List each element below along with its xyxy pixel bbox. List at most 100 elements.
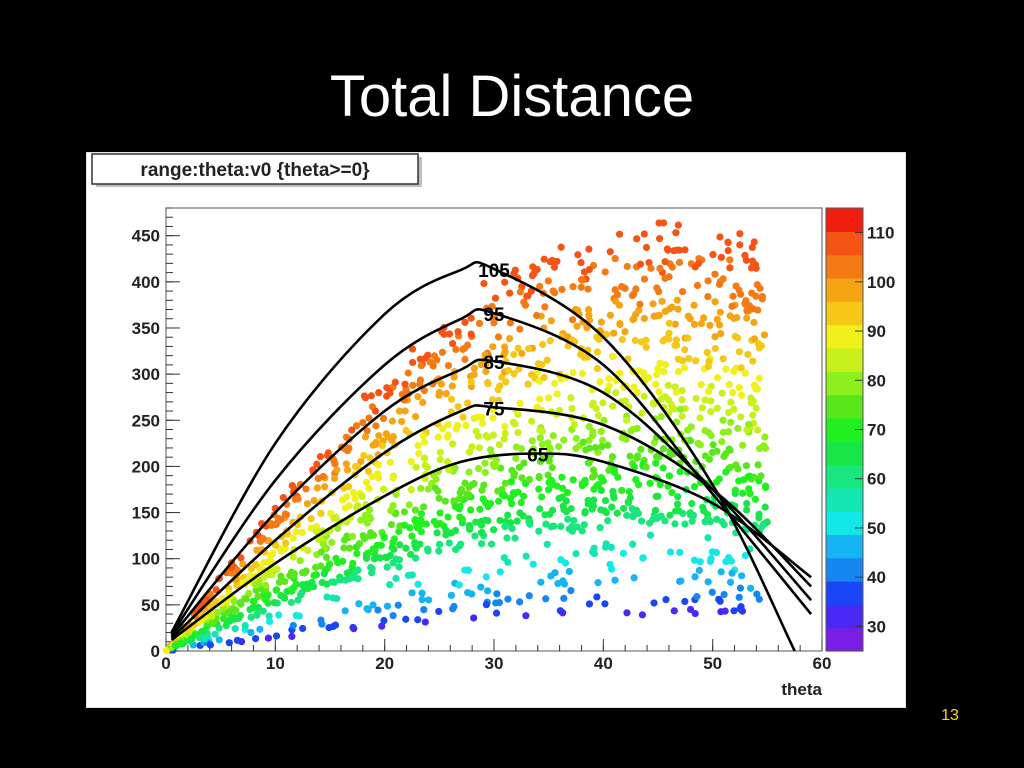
data-point — [482, 601, 491, 609]
data-point — [435, 494, 443, 502]
data-point — [374, 461, 382, 469]
data-point — [414, 580, 422, 588]
data-point — [334, 559, 342, 567]
data-point — [573, 523, 581, 531]
data-point — [330, 474, 339, 483]
data-point — [690, 320, 699, 328]
data-point — [615, 230, 624, 238]
color-bar-segment — [826, 487, 863, 512]
data-point — [697, 320, 706, 328]
data-point — [404, 369, 412, 377]
data-point — [455, 581, 463, 589]
data-point — [465, 491, 473, 499]
data-point — [724, 428, 733, 436]
data-point — [488, 302, 496, 311]
data-point — [654, 364, 662, 373]
data-point — [649, 300, 657, 308]
data-point — [317, 562, 325, 570]
data-point — [605, 466, 613, 475]
data-point — [755, 514, 763, 522]
data-point — [423, 545, 432, 553]
data-point — [650, 400, 658, 408]
data-point — [630, 463, 639, 471]
data-point — [500, 492, 509, 500]
data-point — [484, 380, 492, 388]
data-point — [379, 485, 388, 493]
data-point — [359, 532, 367, 540]
y-tick-label: 50 — [141, 596, 160, 615]
data-point — [750, 238, 758, 246]
data-point — [451, 545, 460, 554]
data-point — [201, 635, 209, 643]
data-point — [757, 342, 766, 350]
data-point — [343, 518, 351, 526]
data-point — [753, 426, 762, 434]
data-point — [341, 607, 349, 615]
data-point — [328, 578, 336, 586]
data-point — [361, 433, 370, 441]
data-point — [247, 613, 255, 621]
data-point — [755, 444, 764, 453]
data-point — [484, 502, 493, 510]
data-point — [707, 397, 715, 405]
data-point — [521, 301, 530, 309]
data-point — [206, 641, 214, 649]
data-point — [701, 452, 709, 460]
data-point — [715, 475, 723, 483]
data-point — [653, 371, 661, 379]
data-point — [489, 414, 497, 422]
data-point — [593, 333, 601, 341]
data-point — [736, 605, 744, 613]
data-point — [303, 500, 312, 508]
data-point — [616, 369, 624, 377]
data-point — [736, 241, 744, 249]
data-point — [310, 571, 318, 580]
data-point — [273, 565, 281, 573]
data-point — [408, 571, 416, 579]
data-point — [478, 419, 487, 428]
data-point — [262, 581, 270, 590]
data-point — [444, 513, 452, 521]
data-point — [467, 330, 475, 338]
data-point — [475, 319, 484, 328]
data-point — [718, 438, 726, 446]
data-point — [608, 565, 616, 573]
data-point — [381, 553, 390, 561]
data-point — [253, 609, 261, 617]
data-point — [231, 625, 239, 633]
data-point — [476, 505, 484, 513]
color-bar-tick-label: 110 — [867, 224, 894, 243]
data-point — [579, 438, 587, 446]
data-point — [418, 595, 426, 604]
data-point — [461, 566, 469, 574]
color-bar-segment — [826, 371, 863, 396]
data-point — [386, 458, 394, 466]
data-point — [411, 506, 419, 514]
axes: 0 10 20 30 40 50 60 0 50 100 150 200 250 300 350 400 450 — [132, 207, 831, 673]
data-point — [510, 350, 518, 359]
data-point — [275, 611, 283, 619]
data-point — [298, 528, 306, 536]
data-point — [367, 392, 375, 400]
data-point — [606, 311, 615, 319]
data-point — [668, 488, 676, 497]
data-point — [623, 609, 631, 617]
data-point — [370, 555, 379, 563]
data-point — [730, 367, 738, 375]
data-point — [640, 230, 648, 238]
data-point — [229, 605, 237, 613]
data-point — [706, 321, 714, 329]
data-point — [277, 572, 285, 580]
data-point — [659, 445, 668, 453]
data-point — [681, 520, 689, 528]
data-point — [735, 384, 743, 392]
data-point — [449, 605, 457, 613]
data-point — [471, 532, 479, 540]
data-point — [585, 422, 593, 431]
data-point — [191, 630, 200, 638]
data-point — [515, 463, 524, 471]
data-point — [701, 396, 709, 404]
data-point — [254, 603, 262, 611]
data-point — [640, 369, 648, 377]
data-point — [361, 394, 370, 402]
